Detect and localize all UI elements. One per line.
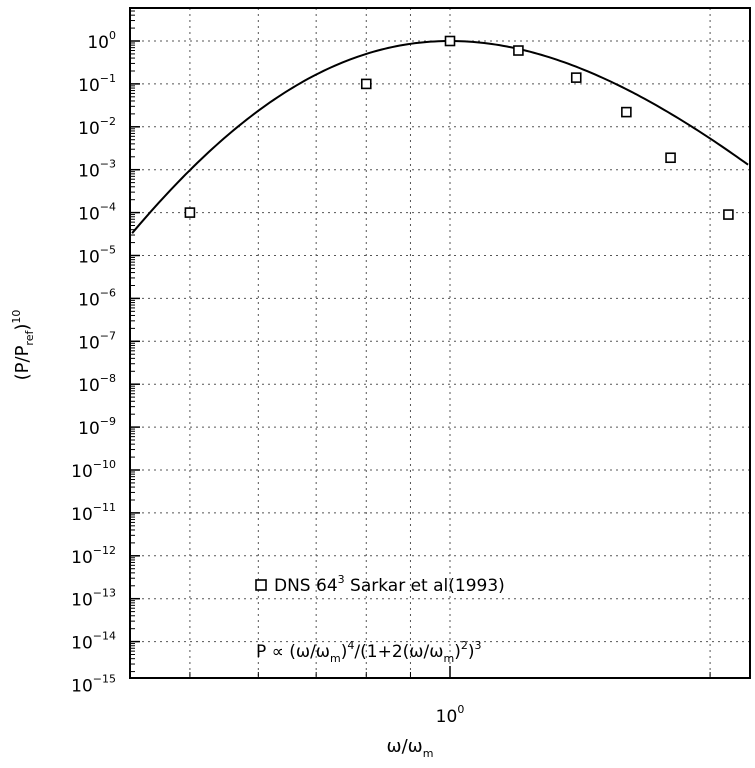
y-tick-label: 10−8 — [78, 372, 116, 396]
legend-square-marker — [255, 579, 267, 591]
y-tick-label: 10−3 — [78, 158, 116, 182]
model-curve-line — [131, 39, 749, 234]
y-tick-label: 10−14 — [71, 630, 116, 654]
dns-points — [184, 35, 734, 220]
x-tick-label: 100 — [436, 703, 465, 727]
dns-point — [444, 35, 456, 47]
y-tick-label: 10−11 — [71, 501, 116, 525]
x-axis-label: ω/ωm — [387, 736, 434, 760]
y-tick-label: 10−10 — [71, 458, 116, 482]
dns-point — [360, 78, 372, 90]
y-tick-label: 100 — [87, 29, 116, 53]
y-tick-label: 10−12 — [71, 544, 116, 568]
y-tick-label: 10−5 — [78, 244, 116, 268]
model-curve — [131, 39, 749, 234]
legend-dns-entry: DNS 643 Sarkar et al(1993) — [255, 573, 505, 596]
dns-point — [621, 106, 632, 118]
y-tick-label: 10−6 — [78, 286, 116, 310]
legend-formula-entry: P ∝ (ω/ωm)4/(1+2(ω/ωm)2)3 — [256, 639, 481, 665]
legend-dns-label: DNS 643 Sarkar et al(1993) — [274, 573, 505, 596]
y-axis-label: (P/Pref)10 — [10, 310, 36, 381]
y-ticks: 100 10−1 10−2 10−3 10−4 10−5 10−6 10−7 10−8 10−9 1… — [71, 10, 140, 697]
y-tick-label: 10−1 — [78, 72, 116, 96]
y-tick-label: 10−2 — [78, 115, 116, 139]
legend-formula-label: P ∝ (ω/ωm)4/(1+2(ω/ωm)2)3 — [256, 639, 481, 665]
y-tick-label: 10−15 — [71, 673, 116, 697]
dns-point — [184, 207, 196, 218]
grid — [130, 8, 750, 678]
y-tick-label: 10−9 — [78, 415, 116, 439]
y-tick-label: 10−13 — [71, 587, 116, 611]
y-tick-label: 10−4 — [78, 201, 116, 225]
dns-point — [570, 72, 582, 83]
dns-point — [513, 45, 524, 56]
dns-point — [723, 209, 734, 220]
dns-point — [665, 152, 676, 164]
x-ticks: 100 — [189, 666, 711, 727]
y-tick-label: 10−7 — [78, 329, 116, 353]
